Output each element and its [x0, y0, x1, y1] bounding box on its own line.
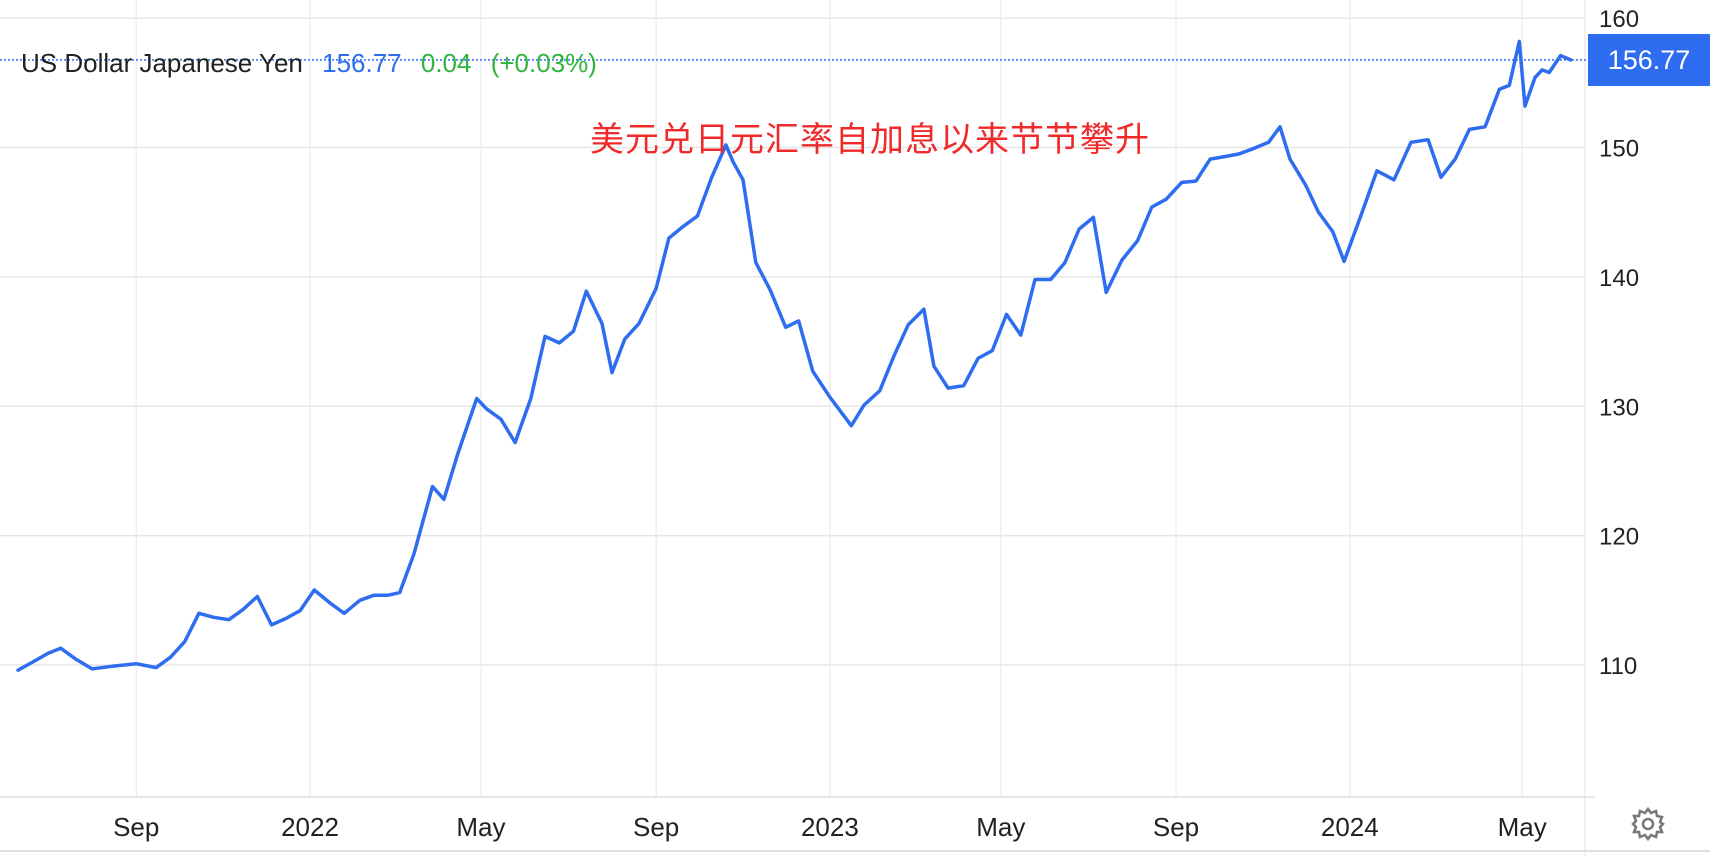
- x-tick-label: May: [976, 812, 1025, 842]
- last-price: 156.77: [322, 48, 402, 78]
- y-tick-label: 120: [1599, 524, 1639, 551]
- x-tick-label: Sep: [1153, 812, 1199, 842]
- y-tick-label: 150: [1599, 135, 1639, 162]
- price-series-line: [16, 39, 1573, 672]
- x-tick-label: Sep: [113, 812, 159, 842]
- x-tick-label: May: [456, 812, 505, 842]
- instrument-name: US Dollar Japanese Yen: [21, 48, 303, 78]
- y-tick-label: 130: [1599, 394, 1639, 421]
- y-tick-label: 140: [1599, 265, 1639, 292]
- x-tick-label: 2023: [801, 812, 859, 842]
- last-price-badge: 156.77: [1588, 33, 1710, 86]
- gear-icon[interactable]: [1630, 806, 1666, 842]
- price-change-percent: (+0.03%): [490, 48, 597, 78]
- x-tick-label: May: [1498, 812, 1547, 842]
- horizontal-gridlines: [0, 17, 1585, 666]
- x-tick-label: 2024: [1321, 812, 1379, 842]
- x-tick-label: Sep: [633, 812, 679, 842]
- y-tick-label: 110: [1599, 653, 1637, 680]
- vertical-gridlines: [135, 0, 1523, 797]
- chart-header: US Dollar Japanese Yen 156.77 0.04 (+0.0…: [21, 48, 609, 79]
- chart-annotation: 美元兑日元汇率自加息以来节节攀升: [590, 120, 1150, 160]
- price-change: 0.04: [420, 48, 472, 78]
- x-axis-ticks: Sep 2022 May Sep 2023 May Sep 2024 May: [113, 812, 1547, 842]
- y-axis-ticks: 110 120 130 140 150 160: [1599, 6, 1639, 680]
- x-tick-label: 2022: [281, 812, 339, 842]
- y-tick-label: 160: [1599, 6, 1639, 33]
